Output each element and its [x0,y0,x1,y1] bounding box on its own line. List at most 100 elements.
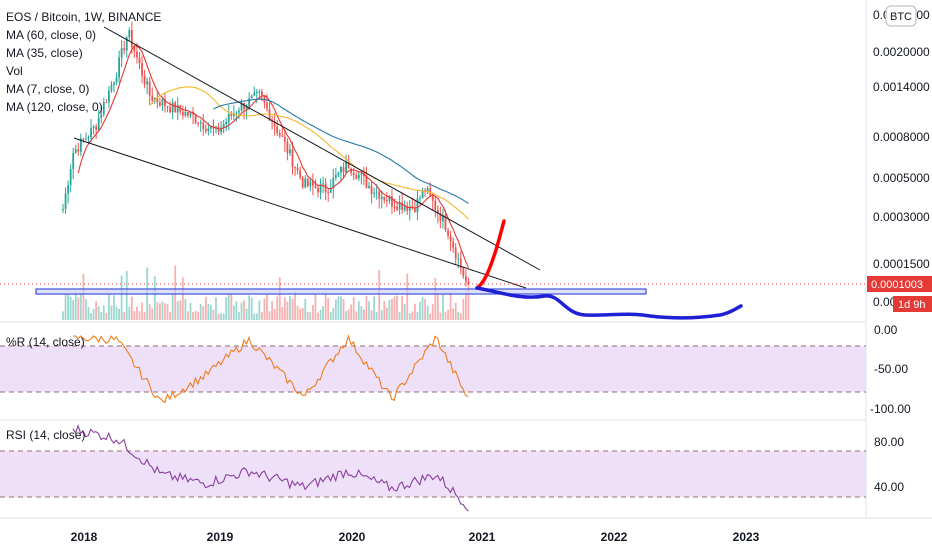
candle-body [115,77,118,83]
candle-body [289,149,291,154]
volume-bar [187,311,189,320]
support-zone-rectangle[interactable] [35,288,647,295]
volume-bar [276,296,279,320]
candle-body [125,37,128,51]
volume-bar [108,294,110,320]
volume-bar [227,293,230,320]
volume-bar [266,294,268,320]
candle-body [87,137,90,139]
volume-bar [289,296,291,320]
candle-body [199,122,202,124]
bullish-projection-brush[interactable] [475,219,506,290]
volume-bar [171,292,174,320]
candle-body [136,51,138,58]
wedge-lower-trendline[interactable] [73,137,527,289]
volume-bar [401,295,404,320]
candle-body [301,177,304,188]
volume-bar [189,303,192,320]
candle-body [467,281,470,285]
candle-body [74,149,77,153]
candle-body [192,112,194,115]
currency-badge-box[interactable] [885,5,917,27]
time-tick-label: 2021 [469,530,496,544]
legend-vol[interactable]: Vol [6,64,23,78]
candle-body [171,102,174,113]
volume-bar [327,298,330,320]
symbol-title[interactable]: EOS / Bitcoin, 1W, BINANCE [6,10,161,24]
volume-bar [130,296,133,320]
candle-body [95,126,98,130]
legend-ma7[interactable]: MA (7, close, 0) [6,82,89,96]
legend-ma120[interactable]: MA (120, close, 0) [6,100,103,114]
wedge-upper-trendline[interactable] [103,26,541,271]
volume-bar [314,293,317,320]
candle-body [324,183,327,193]
volume-bar [385,307,388,320]
candle-body [90,127,92,138]
williams-tick-label: -50.00 [874,362,908,376]
currency-badge-label[interactable]: BTC [890,11,912,23]
legend-ma35[interactable]: MA (35, close) [6,46,83,60]
volume-bar [115,306,118,320]
volume-bar [79,294,82,320]
candle-body [294,167,296,169]
volume-bar [181,277,184,320]
candle-body [329,188,332,193]
volume-bar [243,300,245,320]
candle-body [350,168,353,173]
volume-bar [271,301,273,320]
candle-body [317,187,319,193]
candle-body [465,276,467,282]
candle-body [314,185,317,188]
candle-body [110,84,113,91]
volume-bar [281,307,284,320]
candle-body [449,235,452,242]
volume-bar [365,295,368,320]
candle-body [250,95,253,99]
bearish-projection-brush[interactable] [475,286,743,320]
rsi-legend[interactable]: RSI (14, close) [6,428,85,442]
candle-body [414,208,416,213]
candle-body [166,105,169,108]
volume-bar [324,294,327,320]
volume-bar [204,296,207,320]
volume-bar [74,292,77,320]
volume-bar [64,294,67,320]
williams-legend[interactable]: %R (14, close) [6,335,85,349]
volume-bar [465,293,467,320]
volume-bar [449,292,452,320]
candle-body [352,172,355,176]
candle-body [447,229,449,236]
currency-badge[interactable]: BTC [885,5,917,27]
volume-bar [447,309,449,320]
candle-body [255,91,258,93]
williams-tick-label: 0.00 [874,323,898,337]
candle-body [431,195,434,201]
candle-body [368,185,370,188]
candle-body [457,258,460,260]
candle-body [345,161,347,173]
candle-body [138,57,141,64]
legend-ma60[interactable]: MA (60, close, 0) [6,28,96,42]
volume-bar [62,311,64,320]
price-tick-label: 0.0001500 [873,257,930,271]
volume-bar [319,309,322,320]
candle-body [194,114,197,123]
candle-body [375,191,378,193]
volume-bar [299,308,302,320]
candle-body [462,268,465,277]
time-axis[interactable]: 2018 2019 2020 2021 2022 2023 [71,530,760,544]
candle-body [357,174,360,179]
volume-bar [176,301,179,320]
candle-body [342,166,345,173]
main-legend[interactable]: EOS / Bitcoin, 1W, BINANCE MA (60, close… [6,10,161,114]
volume-bar [429,313,432,320]
candle-body [261,91,263,97]
volume-bar [148,304,151,320]
ma35-line [149,86,469,220]
candlestick-series[interactable] [62,21,470,287]
volume-bar [317,312,319,320]
